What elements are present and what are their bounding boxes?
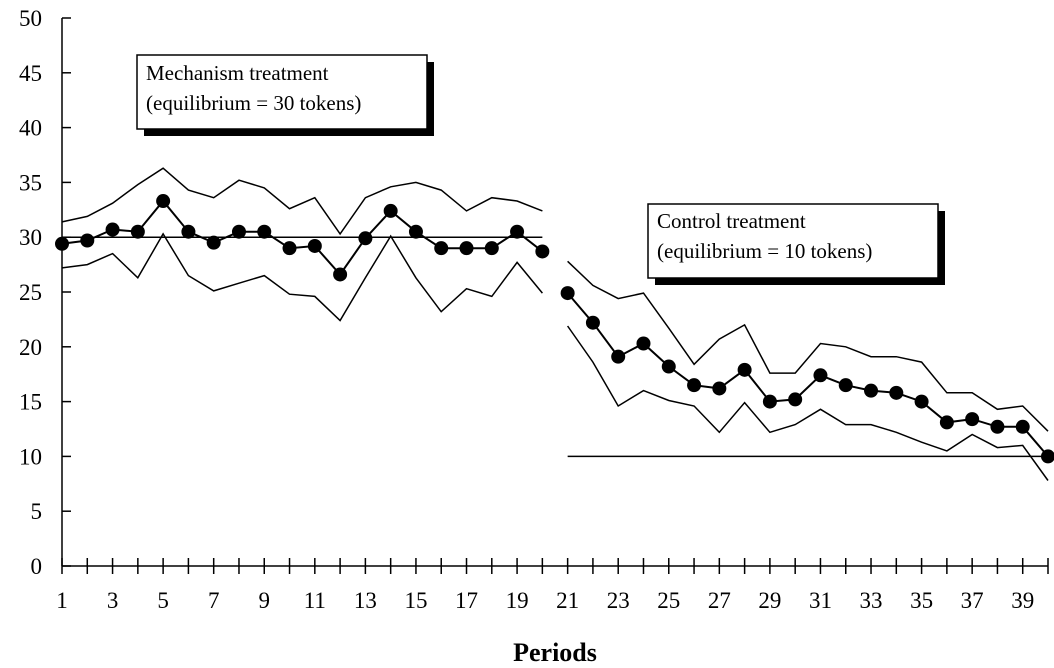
mean-point	[181, 224, 196, 239]
mean-point	[838, 378, 853, 393]
y-tick-label: 25	[19, 280, 42, 305]
mean-point	[383, 203, 398, 218]
y-tick-label: 40	[19, 116, 42, 141]
x-tick-label: 9	[259, 588, 271, 613]
mean-point	[965, 412, 980, 427]
x-tick-label: 13	[354, 588, 377, 613]
y-tick-label: 10	[19, 444, 42, 469]
y-tick-label: 50	[19, 6, 42, 31]
mean-point	[307, 238, 322, 253]
mean-point	[611, 349, 626, 364]
mean-point	[636, 336, 651, 351]
mean-line-2	[566, 292, 1049, 458]
mean-point	[990, 419, 1005, 434]
y-tick-label: 35	[19, 170, 42, 195]
mean-point	[1041, 449, 1054, 464]
mean-point	[914, 394, 929, 409]
mean-point	[434, 241, 449, 256]
annotations: Mechanism treatment (equilibrium = 30 to…	[136, 54, 945, 285]
mean-point	[257, 224, 272, 239]
mean-point	[459, 241, 474, 256]
mean-point	[788, 392, 803, 407]
x-tick-label: 3	[107, 588, 119, 613]
mean-point	[231, 224, 246, 239]
x-tick-label: 39	[1011, 588, 1034, 613]
mean-point	[813, 368, 828, 383]
mean-point	[585, 315, 600, 330]
x-tick-label: 7	[208, 588, 220, 613]
mean-point	[282, 241, 297, 256]
annotation-control-line-2: (equilibrium = 10 tokens)	[657, 239, 872, 263]
lower-band-line-2	[566, 325, 1049, 481]
x-tick-label: 33	[860, 588, 883, 613]
mean-point	[1015, 419, 1030, 434]
annotation-mechanism: Mechanism treatment (equilibrium = 30 to…	[136, 54, 434, 136]
mean-point	[560, 286, 575, 301]
upper-band-line-2	[567, 260, 1049, 432]
mean-point	[105, 222, 120, 237]
mean-point	[864, 383, 879, 398]
mean-point	[206, 235, 221, 250]
y-tick-label: 15	[19, 390, 42, 415]
mean-point	[80, 233, 95, 248]
x-tick-label: 25	[657, 588, 680, 613]
annotation-mechanism-line-1: Mechanism treatment	[146, 61, 329, 85]
annotation-control: Control treatment (equilibrium = 10 toke…	[647, 203, 945, 285]
mean-point	[130, 224, 145, 239]
y-tick-label: 20	[19, 335, 42, 360]
mean-point	[737, 362, 752, 377]
x-tick-label: 35	[910, 588, 933, 613]
x-tick-label: 11	[304, 588, 326, 613]
x-tick-label: 27	[708, 588, 731, 613]
x-tick-label: 5	[157, 588, 169, 613]
x-tick-label: 1	[56, 588, 68, 613]
y-tick-label: 5	[31, 499, 43, 524]
annotation-mechanism-line-2: (equilibrium = 30 tokens)	[146, 91, 361, 115]
upper-band-line-1	[61, 167, 543, 236]
band-lines	[61, 167, 1049, 481]
y-tick-label: 30	[19, 225, 42, 250]
x-tick-label: 31	[809, 588, 832, 613]
x-tick-label: 21	[556, 588, 579, 613]
x-tick-label: 19	[506, 588, 529, 613]
y-tick-label: 45	[19, 61, 42, 86]
mean-point	[358, 231, 373, 246]
annotation-control-line-1: Control treatment	[657, 209, 806, 233]
mean-point	[889, 385, 904, 400]
mean-point	[55, 236, 69, 251]
x-tick-label: 37	[961, 588, 984, 613]
mean-point	[762, 394, 777, 409]
x-tick-label: 29	[758, 588, 781, 613]
x-tick-label: 23	[607, 588, 630, 613]
mean-point	[408, 224, 423, 239]
x-tick-label: 17	[455, 588, 478, 613]
mean-point	[510, 224, 525, 239]
mean-point	[687, 378, 702, 393]
mean-point	[661, 359, 676, 374]
lower-band-line-1	[61, 232, 543, 322]
mean-point	[712, 381, 727, 396]
x-tick-label: 15	[404, 588, 427, 613]
mean-point	[333, 267, 348, 282]
x-axis-title: Periods	[513, 638, 597, 667]
mean-point	[535, 244, 550, 259]
mean-point	[939, 415, 954, 430]
y-tick-label: 0	[31, 554, 43, 579]
mean-point	[156, 194, 171, 209]
mean-points	[55, 194, 1054, 464]
mean-point	[484, 241, 499, 256]
